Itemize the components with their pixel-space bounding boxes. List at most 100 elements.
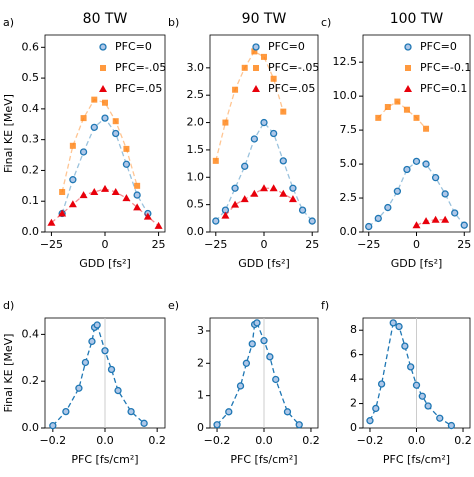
y-tick-label: 0.5 bbox=[22, 71, 40, 84]
y-tick-label: 2.5 bbox=[340, 191, 358, 204]
x-axis-label: PFC [fs/cm²] bbox=[383, 453, 450, 466]
marker bbox=[375, 114, 382, 121]
marker bbox=[404, 85, 412, 92]
x-tick-label: 25 bbox=[305, 238, 319, 251]
panel-title: 80 TW bbox=[83, 11, 128, 27]
y-axis-label: Final KE [MeV] bbox=[2, 334, 15, 413]
marker bbox=[99, 43, 107, 51]
marker bbox=[289, 184, 297, 192]
marker bbox=[405, 65, 411, 71]
series-line bbox=[369, 321, 452, 427]
marker bbox=[58, 209, 67, 217]
marker bbox=[377, 380, 386, 388]
marker bbox=[283, 408, 292, 416]
marker bbox=[102, 99, 108, 106]
x-tick-label: 0.0 bbox=[96, 434, 114, 447]
marker bbox=[389, 319, 397, 327]
y-tick-label: 0.0 bbox=[187, 225, 205, 238]
marker bbox=[407, 363, 415, 371]
x-tick-label: −0.2 bbox=[357, 434, 384, 447]
marker bbox=[100, 65, 106, 71]
marker bbox=[404, 43, 412, 51]
marker bbox=[222, 119, 229, 126]
marker bbox=[441, 190, 449, 198]
y-tick-label: 2.5 bbox=[187, 88, 205, 101]
marker bbox=[75, 384, 83, 392]
y-tick-label: 0.5 bbox=[187, 198, 205, 211]
marker bbox=[422, 217, 431, 225]
marker bbox=[266, 353, 274, 361]
marker bbox=[236, 382, 245, 390]
marker bbox=[269, 184, 278, 192]
marker bbox=[112, 129, 120, 138]
marker bbox=[99, 85, 107, 92]
y-tick-label: 0.4 bbox=[22, 102, 40, 115]
y-tick-label: 0.6 bbox=[22, 40, 40, 53]
marker bbox=[250, 135, 259, 143]
x-axis-label: PFC [fs/cm²] bbox=[230, 453, 297, 466]
y-tick-label: 1.5 bbox=[187, 143, 205, 156]
marker bbox=[393, 187, 402, 195]
marker bbox=[253, 65, 259, 71]
marker bbox=[260, 336, 268, 345]
marker bbox=[133, 203, 142, 211]
marker bbox=[384, 203, 392, 212]
x-tick-label: 0.0 bbox=[255, 434, 273, 447]
marker bbox=[422, 160, 430, 168]
marker bbox=[365, 222, 373, 231]
marker bbox=[431, 215, 440, 223]
y-tick-label: 0.2 bbox=[22, 374, 40, 387]
x-tick-label: 0 bbox=[261, 238, 268, 251]
y-tick-label: 0.0 bbox=[22, 421, 40, 434]
marker bbox=[62, 407, 70, 416]
y-tick-label: 0 bbox=[197, 421, 204, 434]
marker bbox=[241, 162, 249, 170]
marker bbox=[232, 86, 239, 93]
marker bbox=[288, 195, 297, 203]
marker bbox=[403, 106, 410, 113]
y-tick-label: 5.0 bbox=[340, 157, 358, 170]
legend-label: PFC=.05 bbox=[115, 82, 162, 95]
marker bbox=[308, 217, 316, 225]
marker bbox=[252, 85, 260, 92]
marker bbox=[451, 209, 459, 217]
x-tick-label: −0.2 bbox=[39, 434, 66, 447]
marker bbox=[47, 218, 56, 226]
x-axis-label: PFC [fs/cm²] bbox=[71, 453, 138, 466]
x-axis-label: GDD [fs²] bbox=[79, 257, 131, 270]
y-tick-label: 2 bbox=[197, 356, 204, 369]
marker bbox=[133, 191, 141, 199]
y-tick-label: 12.5 bbox=[333, 55, 358, 68]
y-tick-label: 10.0 bbox=[333, 89, 358, 102]
marker bbox=[122, 160, 131, 168]
marker bbox=[412, 221, 421, 229]
legend-label: PFC=0 bbox=[268, 40, 305, 53]
marker bbox=[260, 118, 268, 127]
marker bbox=[143, 212, 152, 220]
legend-label: PFC=-.05 bbox=[115, 61, 166, 74]
series-line bbox=[215, 121, 313, 222]
y-tick-label: 8 bbox=[350, 323, 357, 336]
marker bbox=[270, 75, 277, 82]
marker bbox=[279, 189, 288, 197]
marker bbox=[212, 217, 220, 225]
y-tick-label: 3 bbox=[197, 324, 204, 337]
marker bbox=[140, 419, 148, 427]
panel-label: d) bbox=[3, 299, 14, 312]
marker bbox=[269, 129, 278, 138]
marker bbox=[295, 421, 303, 429]
series-line bbox=[61, 98, 138, 193]
marker bbox=[112, 118, 119, 125]
y-tick-label: 0.2 bbox=[22, 163, 40, 176]
marker bbox=[279, 157, 287, 165]
series-line bbox=[368, 160, 465, 228]
marker bbox=[225, 408, 233, 416]
marker bbox=[260, 184, 268, 192]
legend-label: PFC=0 bbox=[115, 40, 152, 53]
series-line bbox=[61, 117, 149, 214]
x-tick-label: 25 bbox=[457, 238, 471, 251]
x-tick-label: 0.2 bbox=[148, 434, 166, 447]
marker bbox=[401, 342, 409, 350]
y-tick-label: 4 bbox=[350, 372, 357, 385]
y-tick-label: 1.0 bbox=[187, 170, 205, 183]
